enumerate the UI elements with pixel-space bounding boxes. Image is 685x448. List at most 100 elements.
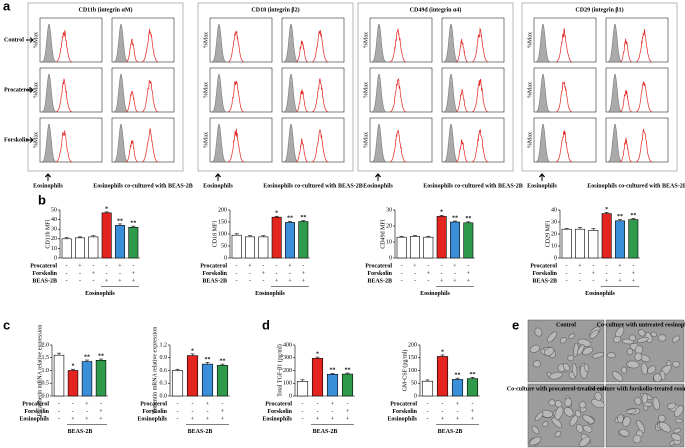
stain-peak <box>227 30 245 63</box>
condition-sign: - <box>79 278 81 284</box>
bar <box>88 236 99 259</box>
axis-label: %Max <box>203 132 209 148</box>
condition-sign: + <box>618 278 622 284</box>
condition-sign: + <box>275 278 279 284</box>
condition-name: Forskolin <box>532 271 557 277</box>
condition-sign: + <box>605 278 609 284</box>
y-axis-label: GM-CSF (pg/ml) <box>401 350 408 392</box>
bar <box>628 219 639 259</box>
condition-name: Procaterol <box>530 263 557 269</box>
y-axis-label: Vimentin mRNA relative expression <box>152 327 158 414</box>
significance: * <box>440 210 443 216</box>
cell <box>612 371 624 382</box>
histogram-frame <box>39 17 103 63</box>
significance: ** <box>220 359 226 365</box>
isotype-peak <box>113 73 129 113</box>
condition-name: BEAS-2B <box>532 278 557 284</box>
condition-sign: - <box>276 263 278 269</box>
cell <box>647 365 656 374</box>
condition-sign: - <box>66 263 68 269</box>
bar <box>396 236 407 259</box>
cell <box>568 333 576 340</box>
stain-peak <box>555 28 573 63</box>
panel-label: b <box>38 192 46 207</box>
cell <box>612 336 622 343</box>
condition-sign: + <box>456 416 460 422</box>
bar <box>311 358 324 397</box>
condition-sign: + <box>331 416 335 422</box>
axis-label: %Max <box>203 82 209 98</box>
condition-sign: - <box>177 401 179 407</box>
cell <box>529 344 541 353</box>
cell <box>567 355 575 362</box>
cell <box>674 405 684 417</box>
panel-label: c <box>3 317 10 332</box>
y-axis-label: Total TGF-β1 (pg/ml) <box>276 344 283 397</box>
condition-sign: + <box>592 271 596 277</box>
condition-sign: - <box>276 271 278 277</box>
cell <box>653 373 662 383</box>
condition-sign: - <box>236 263 238 269</box>
cell <box>542 421 549 428</box>
panel-label: d <box>262 317 270 332</box>
column-title: CD11b (integrin αM) <box>78 6 132 13</box>
column-title: CD49d (integrin α4) <box>410 6 462 13</box>
bar <box>296 381 309 397</box>
y-tick-label: 200 <box>283 368 292 374</box>
stain-peak <box>555 81 573 113</box>
bar <box>171 370 184 397</box>
condition-sign: + <box>471 416 475 422</box>
stain-peak <box>295 138 309 163</box>
condition-sign: - <box>249 271 251 277</box>
isotype-peak <box>535 123 551 163</box>
y-tick-label: 0 <box>289 393 292 399</box>
condition-sign: - <box>347 401 349 407</box>
condition-sign: - <box>427 409 429 415</box>
y-tick-label: 0.0 <box>160 393 168 399</box>
condition-sign: - <box>592 263 594 269</box>
histogram-frame <box>209 67 273 113</box>
condition-name: Procaterol <box>30 263 57 269</box>
condition-sign: - <box>427 263 429 269</box>
significance: ** <box>455 373 461 379</box>
histogram-frame <box>39 67 103 113</box>
condition-sign: - <box>106 263 108 269</box>
cell <box>619 428 630 437</box>
condition-sign: - <box>566 263 568 269</box>
condition-sign: - <box>606 263 608 269</box>
condition-sign: - <box>100 401 102 407</box>
cell <box>547 331 558 343</box>
caption: Eosinophils co-cultured with BEAS-2B <box>423 183 522 189</box>
condition-sign: - <box>106 271 108 277</box>
condition-sign: + <box>206 416 210 422</box>
isotype-peak <box>211 23 227 63</box>
y-tick-label: 200 <box>408 342 417 348</box>
histogram-frame <box>281 67 345 113</box>
condition-name: Procaterol <box>365 263 392 269</box>
cell <box>634 352 643 361</box>
cell <box>626 360 640 369</box>
stain-peak <box>311 129 329 163</box>
y-tick-label: 40 <box>551 207 557 213</box>
condition-sign: + <box>331 401 335 407</box>
isotype-peak <box>41 23 57 63</box>
panel-frame <box>197 2 354 172</box>
condition-sign: - <box>177 416 179 422</box>
condition-sign: + <box>92 271 96 277</box>
condition-sign: - <box>472 401 474 407</box>
condition-sign: - <box>58 409 60 415</box>
axis-label: %Max <box>33 32 39 48</box>
y-tick-label: 0 <box>389 255 392 261</box>
cell <box>551 417 562 428</box>
caption-arrow <box>215 173 221 181</box>
row-arrow <box>26 137 34 143</box>
cell <box>583 363 590 372</box>
y-axis-label: CD49d MFI <box>380 219 386 249</box>
caption-arrow <box>539 173 545 181</box>
cell <box>577 344 585 356</box>
isotype-peak <box>371 23 387 63</box>
condition-sign: - <box>302 263 304 269</box>
condition-sign: - <box>92 278 94 284</box>
stain-peak <box>635 128 653 163</box>
micrograph-label: Co-culture with untreated eosinophils <box>597 322 685 328</box>
